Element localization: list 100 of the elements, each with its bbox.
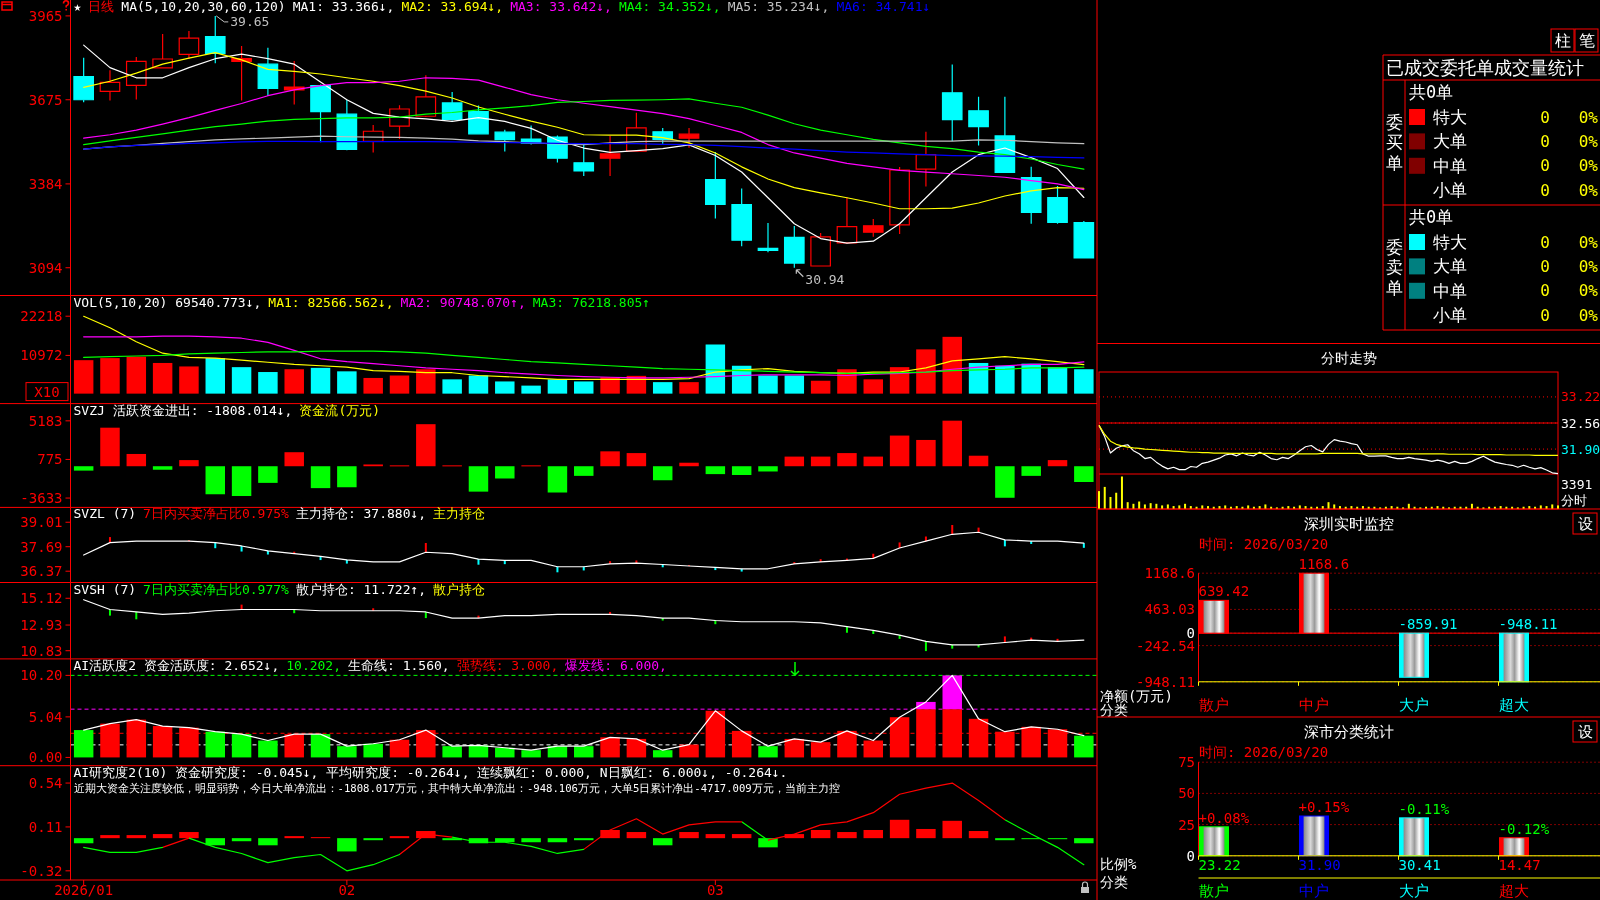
chart-title: SVZJ 活跃资金进出: -1808.014↓,: [73, 402, 293, 418]
data-label: 0: [1540, 107, 1550, 127]
y-tick-label: 0.54: [28, 774, 63, 791]
y-tick-label: 5183: [28, 412, 63, 429]
chart-title: 分时走势: [1320, 349, 1377, 366]
annotation: 39.65: [230, 14, 270, 30]
y-tick-label: 775: [37, 451, 63, 468]
data-label: 0%: [1578, 232, 1599, 252]
y-tick-label: 3675: [28, 91, 63, 108]
annotation: +0.15%: [1298, 798, 1350, 815]
x-tick-label: 散户: [1199, 696, 1229, 715]
data-label: 30.41: [1398, 856, 1441, 873]
category-label: 中单: [1433, 280, 1467, 301]
x-tick-label: 大户: [1399, 696, 1429, 715]
annotation: +0.08%: [1198, 809, 1250, 826]
category-label: 中单: [1433, 155, 1467, 176]
annotation: -0.11%: [1398, 800, 1450, 817]
category-label: 特大: [1433, 231, 1467, 252]
text: MA2: 33.694↓,: [401, 0, 504, 14]
x-tick-label: 散户: [1199, 882, 1229, 900]
chart-title: SVZL (7): [73, 506, 137, 522]
y-tick-label: 33.22: [1561, 389, 1600, 405]
chart-subtitle: 7日内买卖净占比0.977%: [143, 581, 290, 597]
category-label: 大单: [1433, 131, 1467, 152]
chart-title: SVSH (7): [73, 581, 137, 597]
x-tick-label: 超大: [1499, 882, 1529, 900]
ref-line-label: 爆发线: 6.000,: [565, 657, 667, 673]
category-label: 小单: [1433, 180, 1467, 201]
y-tick-label: 1168.6: [1144, 565, 1195, 582]
y-tick-label: -0.32: [20, 862, 63, 879]
button: 笔: [1574, 28, 1599, 53]
text: MA6: 34.741↓: [836, 0, 931, 14]
text: MA3: 76218.805↑: [532, 294, 651, 310]
data-label: 23.22: [1198, 856, 1241, 873]
text: 已成交委托单成交量统计: [1386, 56, 1584, 78]
button: 设: [1572, 720, 1598, 743]
annotation: 主力持仓: [433, 506, 486, 522]
data-label: 0: [1540, 305, 1550, 325]
text: 共0单: [1409, 81, 1454, 102]
category-label: 特大: [1433, 106, 1467, 127]
y-tick-label: 3094: [28, 259, 63, 276]
y-tick-label: 10.20: [20, 667, 63, 684]
chart-title: 深圳实时监控: [1303, 515, 1394, 534]
chart-title: AI研究度2(10) 资金研究度: -0.045↓, 平均研究度: -0.264↓, 连续飘红: 0.000, N日飘红: 6.000↓, -0.264↓.: [73, 764, 788, 780]
x-tick-label: 大户: [1399, 882, 1429, 900]
data-label: 0%: [1578, 156, 1599, 176]
data-label: 0: [1540, 232, 1550, 252]
text: MA1: 33.366↓,: [292, 0, 395, 14]
annotation: -0.12%: [1498, 820, 1550, 837]
annotation: 散户持仓: [433, 581, 486, 597]
y-axis-title: X10: [34, 383, 60, 400]
data-label: 0%: [1578, 305, 1599, 325]
annotation: 资金流(万元): [299, 402, 381, 418]
y-tick-label: 5.04: [28, 708, 63, 725]
data-label: -859.91: [1398, 616, 1458, 633]
chart-title: VOL(5,10,20) 69540.773↓,: [73, 294, 262, 310]
chart-title: ★: [73, 0, 82, 14]
ref-line-label: 生命线: 1.560,: [348, 657, 450, 673]
text: MA1: 82566.562↓,: [268, 294, 394, 310]
x-tick-label: 2026/01: [54, 882, 114, 898]
y-tick-label: 463.03: [1144, 601, 1195, 618]
ref-line-label: 强势线: 3.000,: [456, 657, 559, 673]
data-label: 0%: [1578, 281, 1599, 301]
chart-subtitle: 时间: 2026/03/20: [1199, 743, 1329, 760]
y-tick-label: 0: [1186, 847, 1195, 864]
data-label: 0: [1540, 156, 1550, 176]
category-label: 大单: [1433, 256, 1467, 277]
ref-line-label: 10.202,: [286, 657, 342, 673]
x-tick-label: 02: [338, 882, 356, 898]
data-label: 0%: [1578, 180, 1599, 200]
y-tick-label: 3965: [28, 7, 63, 24]
y-tick-label: 0.11: [28, 818, 63, 835]
data-label: 0: [1540, 257, 1550, 276]
y-tick-label: 75: [1178, 754, 1195, 771]
text: MA3: 33.642↓,: [510, 0, 612, 14]
data-label: 0: [1540, 132, 1550, 151]
text: 共0单: [1409, 206, 1454, 227]
text: MA2: 90748.070↑,: [400, 294, 526, 310]
x-tick-label: 超大: [1499, 696, 1529, 715]
data-label: 639.42: [1198, 583, 1250, 600]
chart-title: AI活跃度2 资金活跃度: 2.652↓,: [73, 657, 280, 673]
data-label: 0%: [1578, 257, 1599, 276]
text: 分时: [1561, 492, 1587, 508]
y-tick-label: 10972: [20, 347, 63, 364]
button: 柱: [1550, 28, 1575, 53]
chart-title: 深市分类统计: [1303, 723, 1394, 742]
legend-title: MA(5,10,20,30,60,120): [121, 0, 286, 14]
series-label: 散户持仓: 11.722↑,: [295, 581, 427, 597]
data-label: 14.47: [1498, 856, 1541, 873]
x-tick-label: 03: [706, 882, 724, 898]
text: MA5: 35.234↓,: [727, 0, 830, 14]
text: 主力持仓: 37.880↓,: [295, 506, 427, 522]
legend-label: 委买单: [1385, 111, 1403, 173]
data-label: 0: [1540, 180, 1550, 200]
text: 3391: [1561, 476, 1593, 492]
y-tick-label: 32.56: [1561, 415, 1600, 431]
button: 设: [1572, 512, 1598, 535]
x-axis-title: 分类: [1100, 701, 1128, 718]
y-tick-label: 10.83: [20, 642, 63, 659]
y-tick-label: 50: [1178, 785, 1195, 802]
